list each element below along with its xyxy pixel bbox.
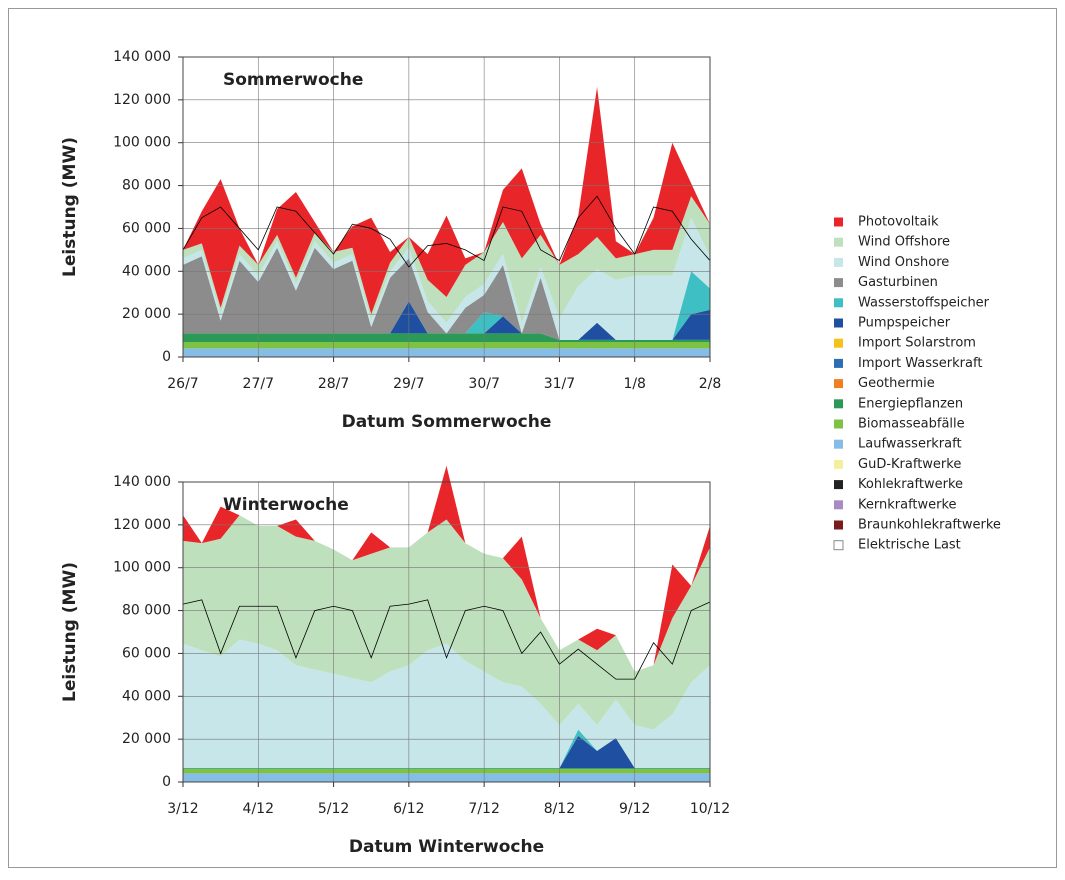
legend-swatch — [833, 540, 844, 551]
plot-border — [182, 56, 711, 358]
chart-title: Sommerwoche — [223, 70, 363, 90]
legend-label: Laufwasserkraft — [858, 437, 962, 452]
area — [183, 639, 710, 769]
legend-swatch — [834, 399, 843, 409]
legend-swatch — [834, 520, 843, 530]
legend-label: Photovoltaik — [858, 215, 939, 230]
x-tick-label: 26/7 — [167, 376, 198, 392]
legend-swatch — [834, 500, 843, 510]
y-axis-title: Leistung (MW) — [60, 562, 80, 702]
x-axis-title: Datum Sommerwoche — [342, 412, 552, 432]
legend-label: Kernkraftwerke — [858, 497, 957, 512]
legend-label: GuD-Kraftwerke — [858, 457, 961, 472]
legend-label: Import Solarstrom — [858, 336, 976, 351]
y-tick-label: 120 000 — [113, 92, 171, 108]
x-tick-label: 31/7 — [544, 376, 575, 392]
y-tick-label: 140 000 — [113, 474, 171, 490]
legend-label: Import Wasserkraft — [858, 356, 982, 371]
legend-label: Gasturbinen — [858, 275, 938, 290]
chart-title: Winterwoche — [223, 495, 349, 515]
legend-swatch — [834, 338, 843, 348]
legend-swatch — [834, 459, 843, 469]
legend-label: Wind Onshore — [858, 255, 949, 270]
x-tick-label: 6/12 — [393, 801, 424, 817]
legend-label: Biomasseabfälle — [858, 417, 965, 432]
area — [183, 247, 710, 340]
area — [183, 196, 710, 323]
y-tick-label: 120 000 — [113, 517, 171, 533]
x-tick-label: 29/7 — [393, 376, 424, 392]
y-tick-label: 20 000 — [122, 306, 171, 322]
x-tick-label: 2/8 — [699, 376, 722, 392]
legend-label: Pumpspeicher — [858, 316, 951, 331]
load-line — [182, 599, 711, 680]
area — [183, 515, 710, 730]
x-tick-label: 8/12 — [544, 801, 575, 817]
x-tick-label: 4/12 — [243, 801, 274, 817]
area — [183, 465, 710, 672]
legend-label: Wind Offshore — [858, 235, 950, 250]
plot-border — [182, 481, 711, 783]
x-tick-label: 30/7 — [468, 376, 499, 392]
legend-swatch — [834, 318, 843, 328]
area — [183, 773, 710, 782]
legend-swatch — [834, 217, 843, 227]
x-tick-label: 9/12 — [619, 801, 650, 817]
y-tick-label: 40 000 — [122, 688, 171, 704]
legend-label: Energiepflanzen — [858, 396, 963, 411]
x-tick-label: 10/12 — [690, 801, 730, 817]
x-tick-label: 28/7 — [318, 376, 349, 392]
y-tick-label: 40 000 — [122, 263, 171, 279]
area — [183, 87, 710, 315]
x-axis-title: Datum Winterwoche — [349, 837, 544, 857]
y-tick-label: 0 — [162, 349, 171, 365]
x-tick-label: 27/7 — [243, 376, 274, 392]
legend-swatch — [834, 237, 843, 247]
x-tick-label: 1/8 — [623, 376, 646, 392]
area — [183, 768, 710, 770]
legend-label: Wasserstoffspeicher — [858, 295, 990, 310]
x-tick-label: 3/12 — [167, 801, 198, 817]
y-tick-label: 60 000 — [122, 645, 171, 661]
y-tick-label: 20 000 — [122, 731, 171, 747]
legend-swatch — [834, 257, 843, 267]
area — [183, 217, 710, 340]
area — [183, 735, 710, 769]
legend-swatch — [834, 480, 843, 490]
y-axis-title: Leistung (MW) — [60, 137, 80, 277]
legend-swatch — [834, 298, 843, 308]
y-tick-label: 100 000 — [113, 560, 171, 576]
x-tick-label: 7/12 — [468, 801, 499, 817]
legend-swatch — [834, 439, 843, 449]
y-tick-label: 100 000 — [113, 135, 171, 151]
legend-swatch — [834, 278, 843, 288]
x-tick-label: 5/12 — [318, 801, 349, 817]
y-tick-label: 0 — [162, 774, 171, 790]
legend-swatch — [834, 419, 843, 429]
legend-label: Braunkohlekraftwerke — [858, 518, 1001, 533]
legend-label: Geothermie — [858, 376, 935, 391]
y-tick-label: 80 000 — [122, 603, 171, 619]
y-tick-label: 60 000 — [122, 220, 171, 236]
legend-swatch — [834, 358, 843, 368]
area — [183, 342, 710, 349]
y-tick-label: 140 000 — [113, 49, 171, 65]
legend-label: Kohlekraftwerke — [858, 477, 963, 492]
legend-label: Elektrische Last — [858, 538, 961, 553]
area — [183, 769, 710, 774]
legend-swatch — [834, 379, 843, 389]
load-line — [182, 195, 711, 268]
y-tick-label: 80 000 — [122, 178, 171, 194]
area — [183, 348, 710, 357]
